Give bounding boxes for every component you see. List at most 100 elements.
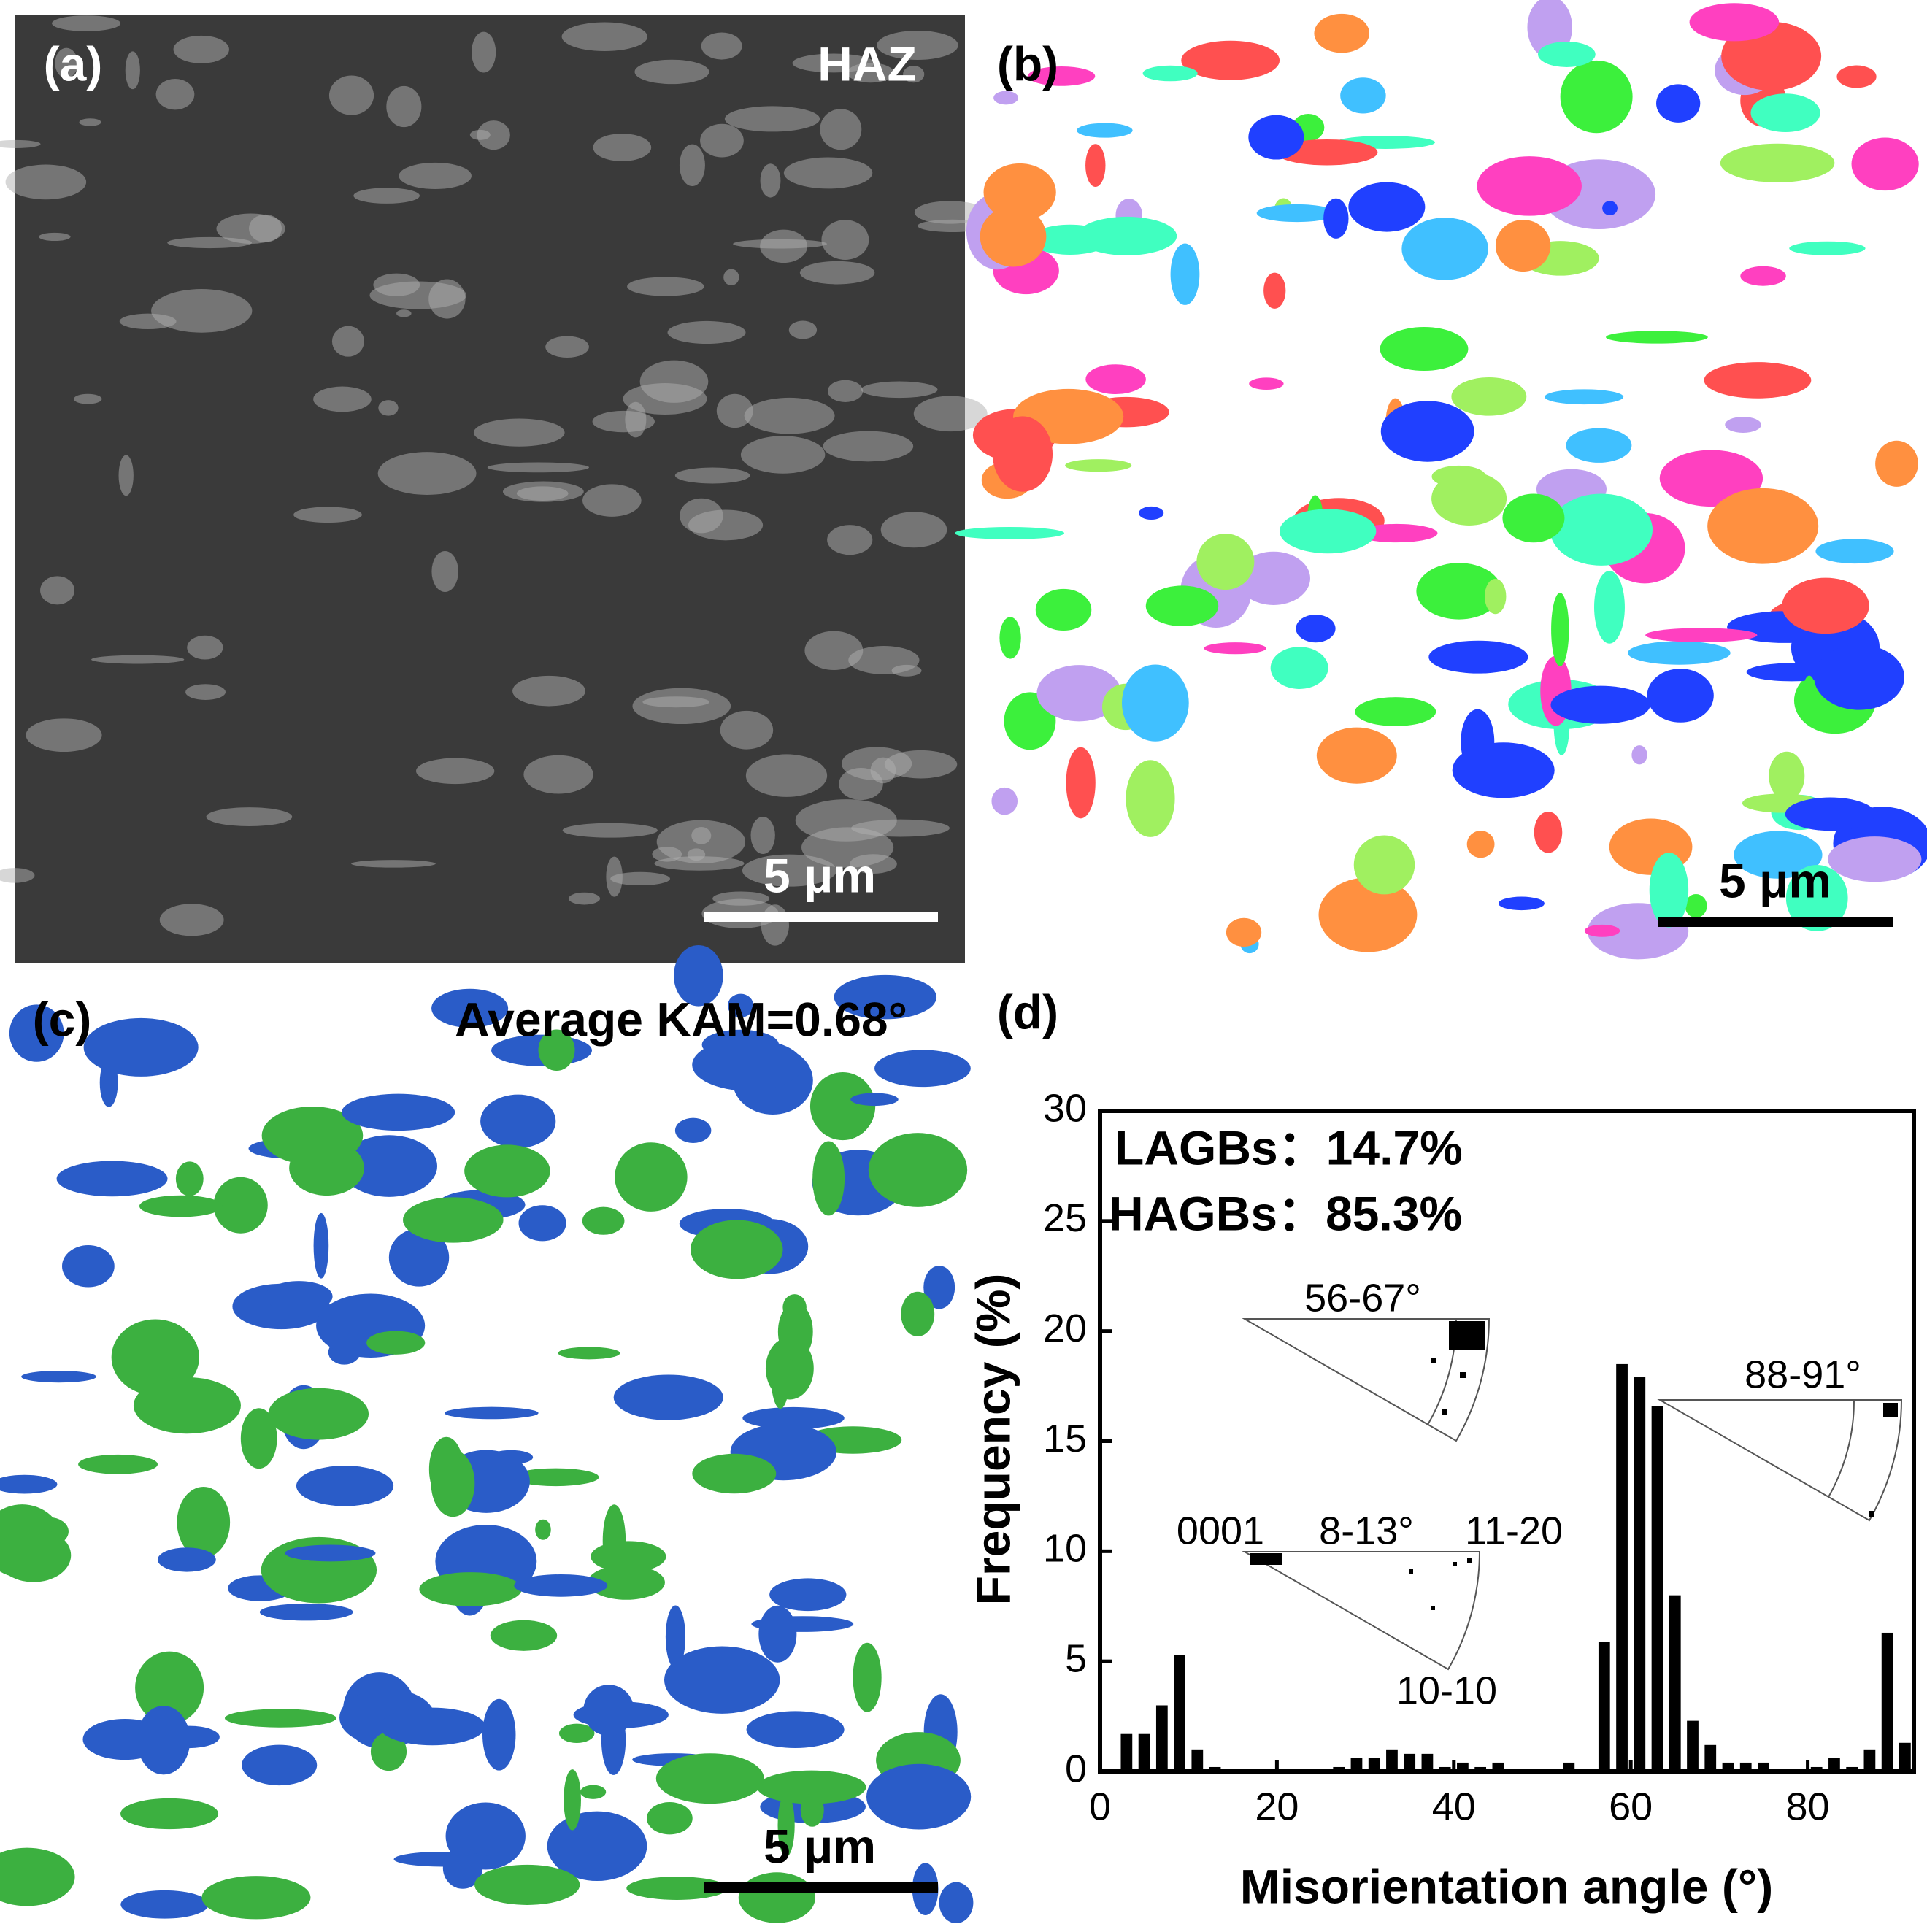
y-tick-label: 20 xyxy=(1043,1306,1087,1350)
grain xyxy=(1750,93,1820,133)
grain xyxy=(1828,836,1922,882)
grain xyxy=(0,868,35,883)
grain xyxy=(1296,615,1336,643)
grain xyxy=(419,1572,522,1606)
grain xyxy=(561,22,648,52)
grain xyxy=(268,1388,369,1440)
grain xyxy=(1875,440,1918,487)
grain xyxy=(1355,697,1436,726)
grain xyxy=(667,320,746,345)
grain xyxy=(1801,675,1817,722)
bar xyxy=(1333,1766,1345,1771)
grain xyxy=(1649,853,1689,928)
grain xyxy=(514,1574,608,1597)
grain xyxy=(1353,835,1415,895)
grain xyxy=(393,1851,492,1867)
grain xyxy=(1249,377,1284,390)
grain xyxy=(592,410,655,433)
bar xyxy=(1563,1762,1575,1771)
grain xyxy=(428,279,466,319)
grain xyxy=(1226,917,1262,947)
grain xyxy=(396,309,412,317)
grain xyxy=(1602,201,1618,216)
bar xyxy=(1598,1642,1610,1771)
grain xyxy=(1263,272,1286,309)
grain xyxy=(688,509,764,541)
grain xyxy=(83,1017,199,1077)
grain xyxy=(891,664,922,677)
y-tick-label: 5 xyxy=(1065,1636,1087,1680)
x-tick-label: 40 xyxy=(1432,1785,1476,1828)
grain xyxy=(1314,13,1370,53)
grain xyxy=(474,1864,580,1905)
grain xyxy=(701,32,742,60)
panel-title: HAZ xyxy=(818,36,917,91)
grain xyxy=(1789,241,1866,255)
grain xyxy=(366,1331,426,1355)
grain xyxy=(1647,669,1714,723)
grain xyxy=(1785,797,1876,831)
grain xyxy=(745,754,828,797)
grain xyxy=(720,710,774,750)
grain xyxy=(91,655,185,664)
scale-label: 5 μm xyxy=(764,1819,876,1873)
grain xyxy=(804,631,864,670)
grain xyxy=(1566,428,1632,463)
grain xyxy=(627,277,704,296)
bar xyxy=(1474,1766,1487,1771)
grain xyxy=(777,1793,795,1857)
inset-label: 8-13° xyxy=(1319,1509,1414,1552)
x-tick-label: 80 xyxy=(1786,1785,1830,1828)
grain xyxy=(724,106,820,132)
grain xyxy=(1181,40,1280,80)
grain xyxy=(1551,593,1569,666)
panel-label: (b) xyxy=(997,36,1058,91)
grain xyxy=(388,1228,450,1287)
grain xyxy=(1685,894,1707,918)
grain xyxy=(1720,143,1835,182)
grain xyxy=(201,1876,311,1920)
grain xyxy=(1498,896,1545,911)
bar xyxy=(1421,1753,1434,1771)
grain xyxy=(185,684,226,701)
panel-title: Average KAM=0.68° xyxy=(455,992,907,1046)
grain xyxy=(1416,563,1502,620)
grain xyxy=(1401,218,1488,280)
grain xyxy=(769,1578,847,1612)
grain xyxy=(1734,831,1823,879)
grain xyxy=(674,467,750,484)
grain xyxy=(296,1466,394,1506)
bar xyxy=(1828,1758,1840,1771)
grain xyxy=(777,1302,813,1361)
grain xyxy=(642,696,710,708)
grain xyxy=(259,1603,353,1621)
grain xyxy=(378,400,399,416)
grain xyxy=(700,123,744,158)
grain xyxy=(1627,641,1731,665)
grain xyxy=(313,1212,329,1279)
y-axis-label: Frequency (%) xyxy=(966,1274,1020,1606)
grain xyxy=(820,109,862,150)
grain xyxy=(1560,60,1633,134)
grain xyxy=(1689,3,1780,42)
grain xyxy=(373,273,420,296)
grain xyxy=(1380,401,1474,462)
y-tick-label: 10 xyxy=(1043,1527,1087,1571)
bar xyxy=(1722,1762,1734,1771)
grain xyxy=(992,416,1053,492)
grain xyxy=(606,856,623,897)
grain xyxy=(901,1291,935,1336)
grain xyxy=(120,1798,219,1830)
grain xyxy=(1815,539,1894,564)
grain xyxy=(125,51,140,90)
scale-label: 5 μm xyxy=(764,848,876,902)
y-tick-label: 0 xyxy=(1065,1747,1087,1790)
grain xyxy=(1077,123,1133,138)
grain xyxy=(913,396,988,432)
bar xyxy=(1863,1749,1876,1771)
grain xyxy=(1484,578,1507,615)
grain xyxy=(691,1220,783,1279)
grain xyxy=(582,1206,625,1235)
